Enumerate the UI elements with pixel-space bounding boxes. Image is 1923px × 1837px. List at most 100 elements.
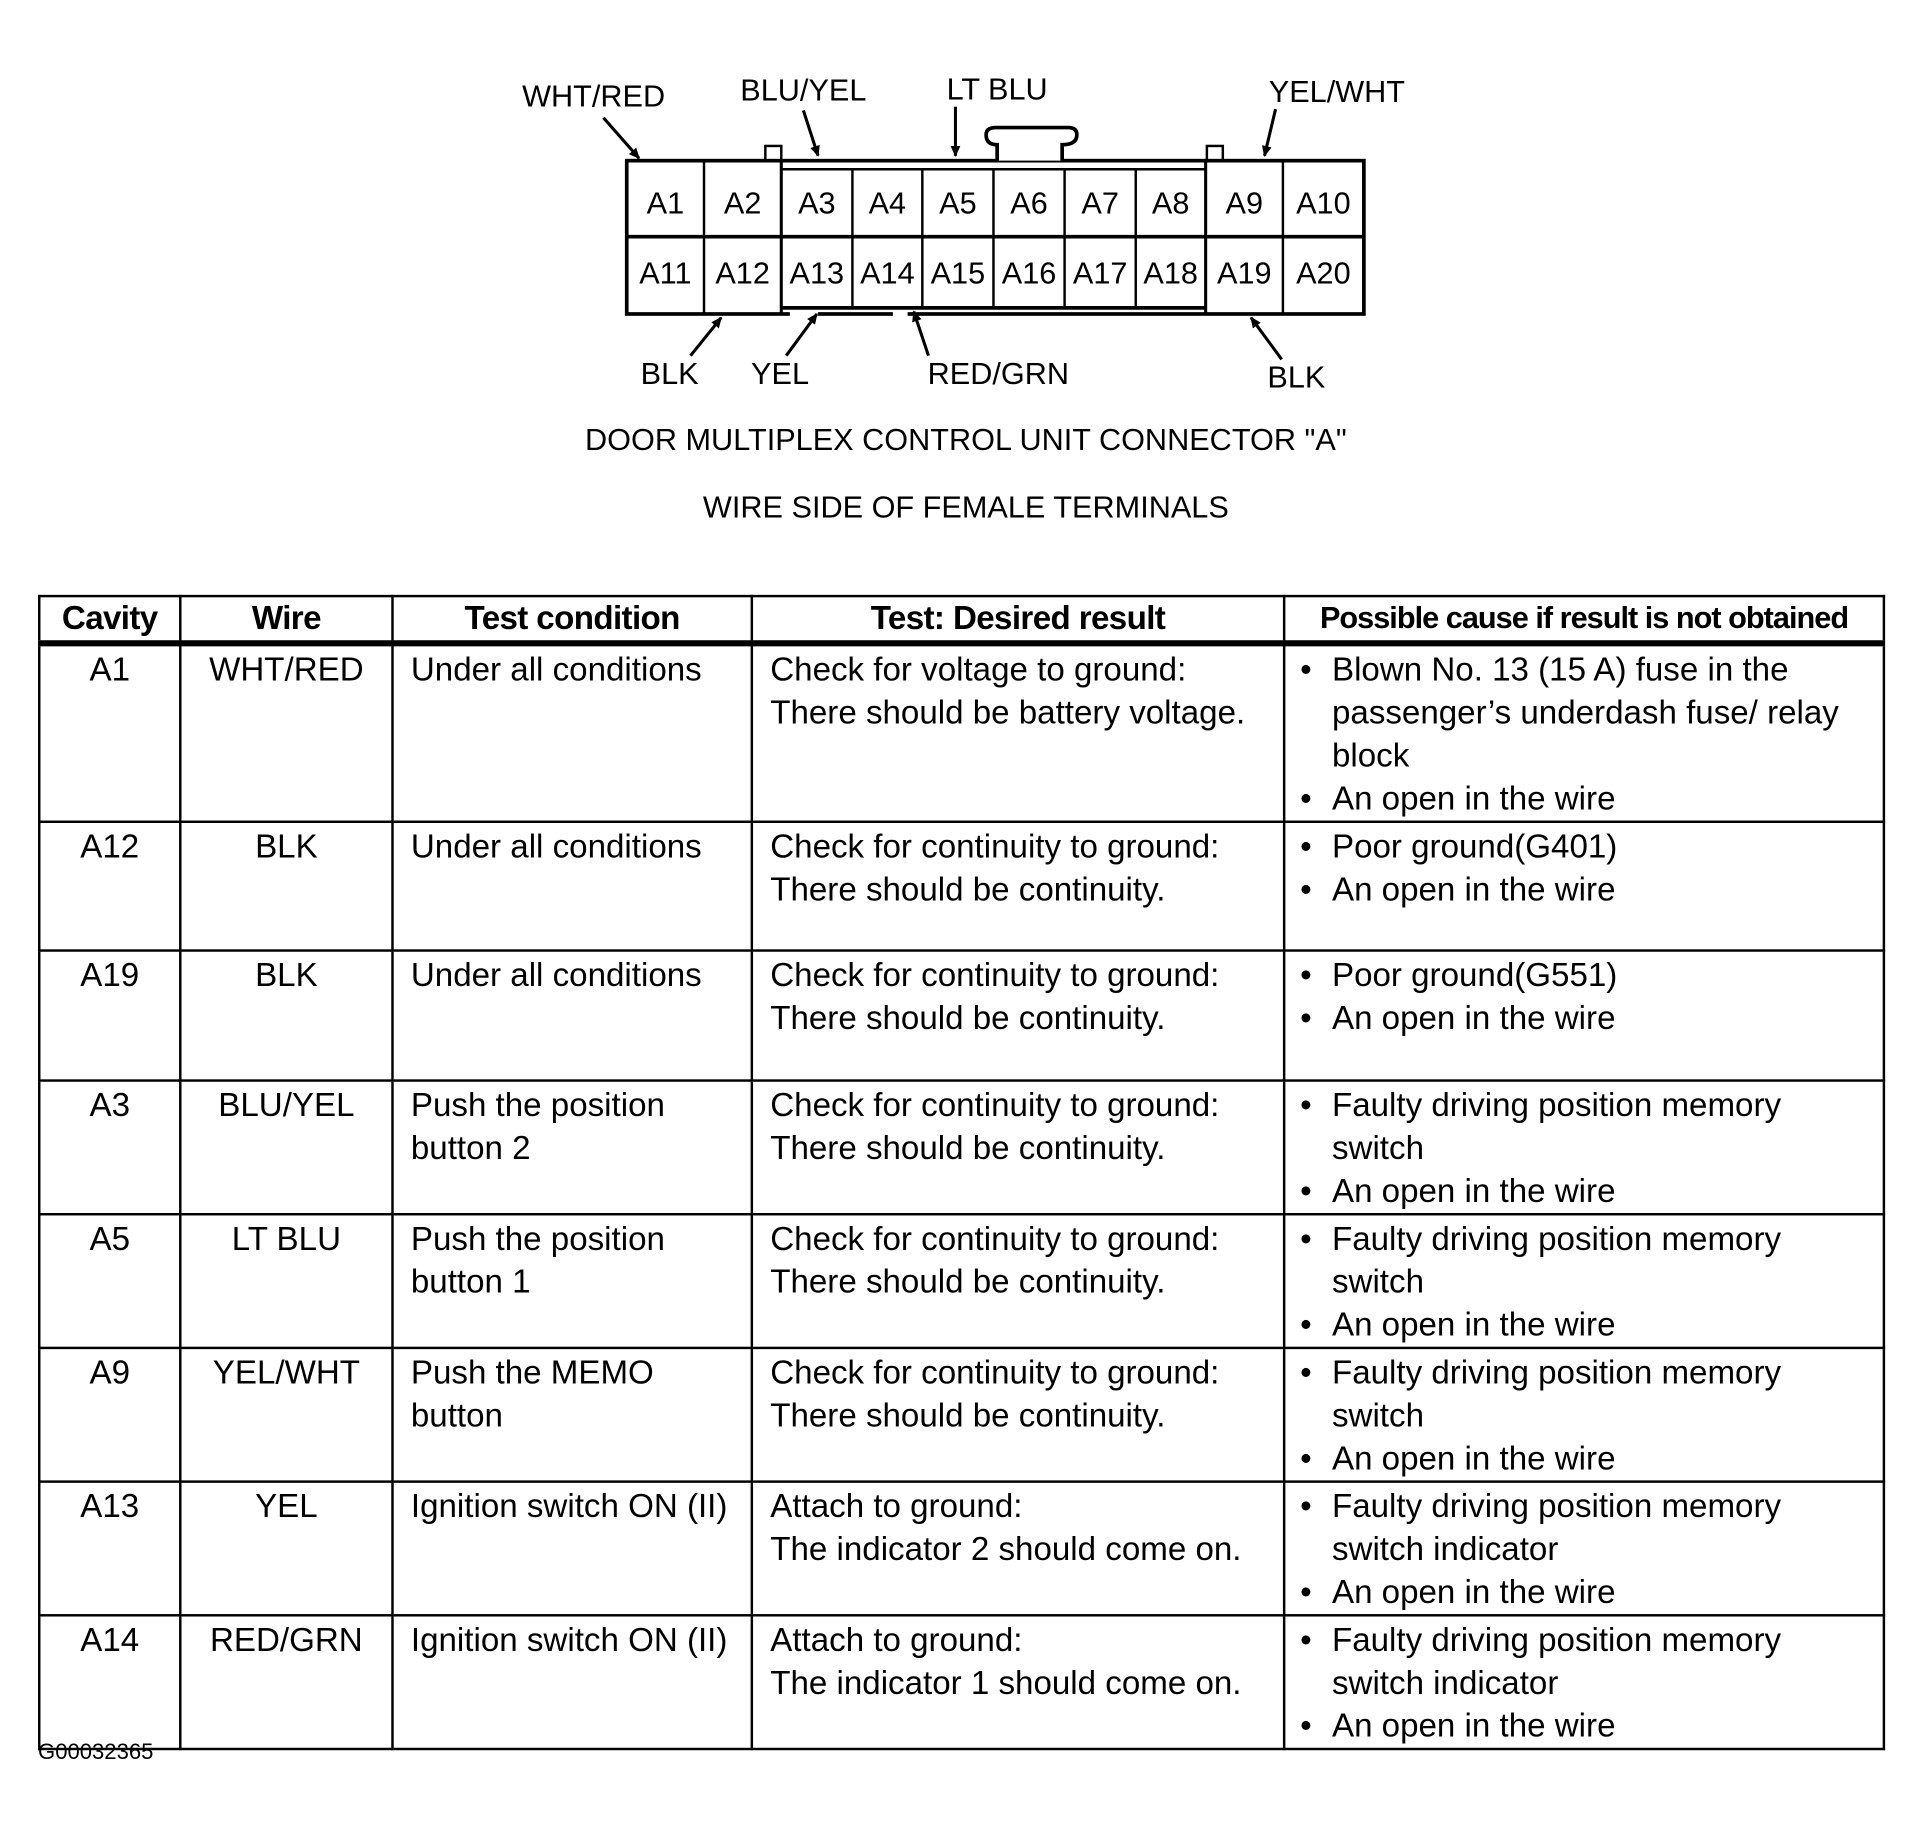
cell-cavity: A12 [38,820,182,952]
arrow-yel [784,312,819,357]
result-line: Attach to ground: [770,1621,1023,1659]
table-row: A13 YEL Ignition switch ON (II) Attach to g… [38,1480,1886,1617]
cell-cause: Poor ground(G401)An open in the wire [1282,820,1886,952]
header-cause: Possible cause if result is not obtained [1282,594,1886,645]
cell-cause: Faulty driving position memory switch in… [1282,1614,1886,1751]
arrow-red-grn [912,310,930,357]
cell-wire: WHT/RED [179,642,394,823]
cause-item: An open in the wire [1295,1705,1865,1748]
cavity-label: A16 [1002,256,1057,290]
result-line: Attach to ground: [770,1487,1023,1525]
cavity-label: A14 [860,256,915,290]
cell-cause: Blown No. 13 (15 A) fuse in the passenge… [1282,642,1886,823]
table-row: A3 BLU/YEL Push the position button 2 Check… [38,1079,1886,1216]
cell-cause: Faulty driving position memory switchAn … [1282,1079,1886,1216]
cell-wire: YEL/WHT [179,1346,394,1483]
cell-cause: Faulty driving position memory switchAn … [1282,1346,1886,1483]
cause-item: An open in the wire [1295,1170,1865,1213]
cavity-label: A11 [639,256,691,290]
cell-cavity: A14 [38,1614,182,1751]
cause-item: Faulty driving position memory switch [1295,1218,1865,1304]
cause-item: An open in the wire [1295,1571,1865,1614]
cell-condition: Push the MEMO button [391,1346,754,1483]
cell-cavity: A13 [38,1480,182,1617]
label-red-grn: RED/GRN [928,357,1069,391]
cause-item: An open in the wire [1295,997,1865,1040]
label-blk-a19: BLK [1267,361,1325,395]
header-wire: Wire [179,594,394,645]
cell-result: Attach to ground: The indicator 2 should … [750,1480,1286,1617]
cell-cause: Faulty driving position memory switchAn … [1282,1213,1886,1350]
connector-subcaption: WIRE SIDE OF FEMALE TERMINALS [702,490,1229,525]
label-wht-red: WHT/RED [522,80,665,114]
cell-cause: Poor ground(G551)An open in the wire [1282,949,1886,1082]
cell-cavity: A1 [38,642,182,823]
cell-condition: Under all conditions [391,642,754,823]
cell-condition: Push the position button 1 [391,1213,754,1350]
wire-arrows [602,106,1283,361]
cell-cavity: A9 [38,1346,182,1483]
connector-caption: DOOR MULTIPLEX CONTROL UNIT CONNECTOR "A… [585,423,1347,458]
cavity-label: A6 [1010,186,1048,220]
label-lt-blu: LT BLU [947,72,1048,106]
cavity-label: A5 [939,186,977,220]
table-row: A12 BLK Under all conditions Check for cont… [38,820,1886,952]
result-line: The indicator 1 should come on. [770,1664,1242,1702]
header-cavity: Cavity [38,594,182,645]
cavity-label: A8 [1152,186,1190,220]
label-yel-wht: YEL/WHT [1269,75,1406,109]
result-line: Check for continuity to ground: [770,827,1220,865]
cause-item: Faulty driving position memory switch in… [1295,1619,1865,1705]
result-line: Check for continuity to ground: [770,1086,1220,1124]
cell-cavity: A19 [38,949,182,1082]
cell-result: Check for continuity to ground: There sho… [750,820,1286,952]
result-line: There should be continuity. [770,870,1166,908]
cavity-label: A15 [931,256,986,290]
cause-item: Blown No. 13 (15 A) fuse in the passenge… [1295,649,1865,778]
figure-id: G00032365 [38,1739,154,1764]
result-line: There should be continuity. [770,1129,1166,1167]
cause-item: Faulty driving position memory switch [1295,1352,1865,1438]
cell-wire: BLK [179,949,394,1082]
cause-item: Faulty driving position memory switch [1295,1084,1865,1170]
result-line: There should be continuity. [770,1263,1166,1301]
cavity-label: A2 [724,186,762,220]
cell-result: Check for continuity to ground: There sho… [750,949,1286,1082]
table-row: A5 LT BLU Push the position button 1 Check … [38,1213,1886,1350]
cell-result: Check for continuity to ground: There sho… [750,1213,1286,1350]
arrow-blu-yel [801,109,820,157]
cell-condition: Push the position button 2 [391,1079,754,1216]
cavity-label: A18 [1143,256,1198,290]
header-condition: Test condition [391,594,754,645]
cell-condition: Under all conditions [391,820,754,952]
cavity-label: A17 [1073,256,1128,290]
cavity-label: A19 [1217,256,1272,290]
cause-item: An open in the wire [1295,1437,1865,1480]
cell-wire: BLU/YEL [179,1079,394,1216]
result-line: Check for continuity to ground: [770,1354,1220,1391]
connector-diagram: A1 A2 A3 A4 A5 A6 A7 A8 A9 A10 A11 A12 A13 A14 A15 A16 A… [522,72,1406,395]
cavity-label: A20 [1296,256,1351,290]
cause-item: Poor ground(G401) [1295,825,1865,868]
result-line: There should be continuity. [770,1396,1166,1434]
cavity-label: A10 [1296,186,1351,220]
label-blk-a12: BLK [641,357,699,391]
cell-result: Check for voltage to ground: There should… [750,642,1286,823]
table-row: A14 RED/GRN Ignition switch ON (II) Attach … [38,1614,1886,1751]
result-line: Check for voltage to ground: [770,651,1187,689]
cell-result: Check for continuity to ground: There sho… [750,1079,1286,1216]
cause-item: An open in the wire [1295,778,1865,821]
cavity-label: A13 [790,256,845,290]
cell-cavity: A3 [38,1079,182,1216]
header-result: Test: Desired result [750,594,1286,645]
cause-item: An open in the wire [1295,868,1865,911]
cell-cause: Faulty driving position memory switch in… [1282,1480,1886,1617]
cavity-label: A1 [647,186,685,220]
cavity-label: A12 [715,256,770,290]
result-line: Check for continuity to ground: [770,956,1220,994]
table-row: A9 YEL/WHT Push the MEMO button Check for c… [38,1346,1886,1483]
label-blu-yel: BLU/YEL [740,74,866,108]
test-table: Cavity Wire Test condition Test: Desired… [38,594,1886,1751]
table-header: Cavity Wire Test condition Test: Desired… [38,594,1886,645]
